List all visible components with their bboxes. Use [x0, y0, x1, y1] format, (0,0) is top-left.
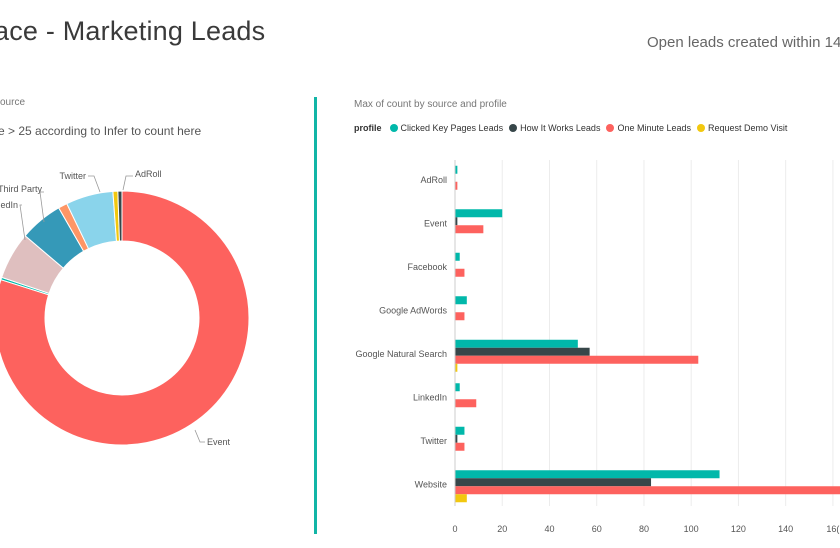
bar-adroll-one-minute-leads[interactable]: [455, 181, 458, 190]
bar-google-natural-search-one-minute-leads[interactable]: [455, 355, 699, 364]
panel-divider: [314, 97, 317, 534]
category-label-event: Event: [424, 218, 448, 228]
bar-adroll-clicked-key-pages-leads[interactable]: [455, 165, 458, 174]
donut-label-twitter: Twitter: [59, 171, 86, 181]
bar-website-how-it-works-leads[interactable]: [455, 478, 652, 487]
legend-label: One Minute Leads: [617, 123, 691, 133]
category-label-twitter: Twitter: [420, 436, 447, 446]
category-label-facebook: Facebook: [407, 262, 447, 272]
bar-facebook-one-minute-leads[interactable]: [455, 268, 465, 277]
bar-google-natural-search-clicked-key-pages-leads[interactable]: [455, 339, 578, 348]
donut-label-third-party: Third Party: [0, 184, 42, 194]
x-tick-label: 0: [452, 524, 457, 534]
bar-website-request-demo-visit[interactable]: [455, 494, 467, 503]
legend-label: Request Demo Visit: [708, 123, 788, 133]
category-label-google-natural-search: Google Natural Search: [355, 349, 447, 359]
x-tick-label: 100: [684, 524, 699, 534]
x-tick-label: 16(: [826, 524, 839, 534]
bar-website-one-minute-leads[interactable]: [455, 486, 840, 495]
page-title: ace - Marketing Leads: [0, 16, 266, 46]
donut-label-edin: edIn: [0, 200, 18, 210]
legend-label: Clicked Key Pages Leads: [400, 123, 504, 133]
donut-leader-line: [39, 191, 45, 223]
x-tick-label: 20: [497, 524, 507, 534]
legend-item-how-it-works-leads[interactable]: How It Works Leads: [509, 123, 600, 133]
donut-label-adroll: AdRoll: [135, 169, 162, 179]
legend-item-one-minute-leads[interactable]: One Minute Leads: [606, 123, 691, 133]
legend-item-request-demo-visit[interactable]: Request Demo Visit: [697, 123, 787, 133]
legend-dot-icon: [509, 124, 518, 132]
bar-google-natural-search-request-demo-visit[interactable]: [455, 363, 458, 372]
donut-chart-subtitle: e > 25 according to Infer to count here: [0, 124, 202, 138]
x-tick-label: 140: [778, 524, 793, 534]
bar-chart-legend: profile Clicked Key Pages Leads How It Wo…: [354, 121, 793, 135]
donut-leader-line: [88, 175, 101, 193]
bar-google-natural-search-how-it-works-leads[interactable]: [455, 347, 590, 356]
donut-leader-line: [19, 204, 26, 241]
x-tick-label: 60: [592, 524, 602, 534]
legend-title: profile: [354, 123, 382, 133]
donut-slice-google-adwords[interactable]: [117, 190, 123, 242]
bar-linkedin-one-minute-leads[interactable]: [455, 399, 477, 408]
legend-dot-icon: [389, 124, 398, 132]
bar-twitter-clicked-key-pages-leads[interactable]: [455, 426, 465, 435]
donut-leader-line: [194, 429, 205, 443]
legend-dot-icon: [697, 124, 705, 132]
page-subtitle: Open leads created within 14 -: [647, 34, 840, 51]
bar-chart-title: Max of count by source and profile: [354, 99, 507, 110]
donut-slice-event[interactable]: [0, 190, 250, 446]
donut-chart-title: ource: [0, 97, 26, 108]
x-tick-label: 40: [544, 524, 554, 534]
legend-label: How It Works Leads: [520, 123, 601, 133]
category-label-linkedin: LinkedIn: [413, 392, 447, 402]
x-tick-label: 120: [731, 524, 746, 534]
bar-twitter-how-it-works-leads[interactable]: [455, 434, 458, 443]
donut-label-event: Event: [207, 437, 231, 447]
bar-facebook-clicked-key-pages-leads[interactable]: [455, 252, 460, 261]
legend-items: Clicked Key Pages Leads How It Works Lead…: [389, 123, 794, 133]
legend-dot-icon: [606, 124, 615, 132]
bar-twitter-one-minute-leads[interactable]: [455, 442, 465, 451]
bar-website-clicked-key-pages-leads[interactable]: [455, 470, 720, 479]
bar-google-adwords-one-minute-leads[interactable]: [455, 312, 465, 321]
donut-leader-line: [122, 175, 133, 191]
bar-linkedin-clicked-key-pages-leads[interactable]: [455, 383, 460, 392]
x-tick-label: 80: [639, 524, 649, 534]
bar-event-how-it-works-leads[interactable]: [455, 217, 458, 226]
legend-item-clicked-key-pages-leads[interactable]: Clicked Key Pages Leads: [389, 123, 504, 133]
category-label-adroll: AdRoll: [420, 175, 447, 185]
bar-google-adwords-clicked-key-pages-leads[interactable]: [455, 296, 467, 305]
bar-event-clicked-key-pages-leads[interactable]: [455, 209, 503, 218]
category-label-website: Website: [415, 479, 447, 489]
category-label-google-adwords: Google AdWords: [379, 305, 447, 315]
bar-event-one-minute-leads[interactable]: [455, 225, 484, 234]
